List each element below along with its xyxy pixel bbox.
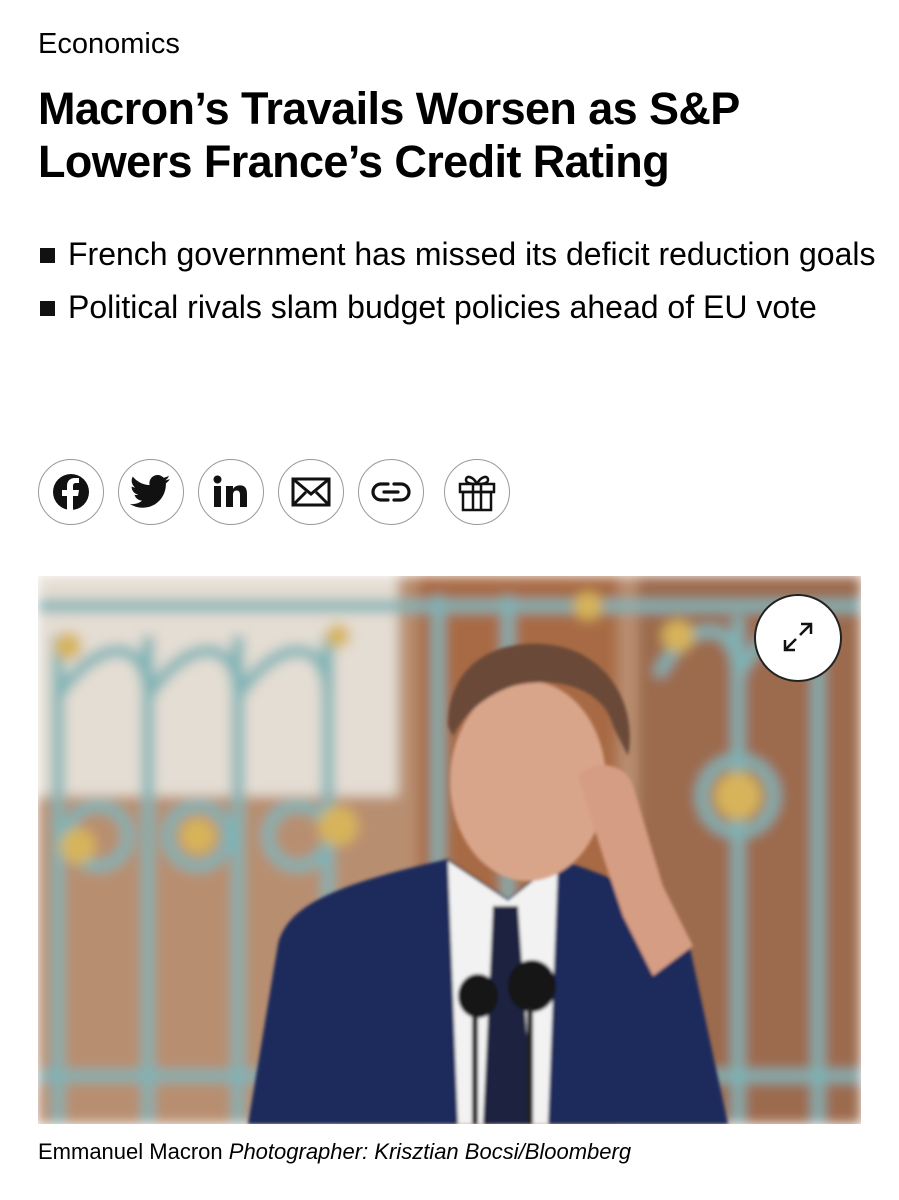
summary-item: French government has missed its deficit… [38, 233, 878, 275]
linkedin-button[interactable] [198, 459, 264, 525]
photo-caption: Emmanuel Macron Photographer: Krisztian … [38, 1139, 631, 1165]
article-photo[interactable] [38, 576, 861, 1124]
copy-link-button[interactable] [358, 459, 424, 525]
twitter-button[interactable] [118, 459, 184, 525]
expand-photo-button[interactable] [754, 594, 842, 682]
headline: Macron’s Travails Worsen as S&P Lowers F… [38, 83, 740, 187]
facebook-button[interactable] [38, 459, 104, 525]
gift-button[interactable] [444, 459, 510, 525]
section-label[interactable]: Economics [38, 28, 180, 60]
caption-credit: Photographer: Krisztian Bocsi/Bloomberg [228, 1139, 632, 1164]
caption-subject: Emmanuel Macron [38, 1139, 223, 1164]
summary-item: Political rivals slam budget policies ah… [38, 286, 878, 328]
email-button[interactable] [278, 459, 344, 525]
summary-list: French government has missed its deficit… [38, 233, 878, 339]
